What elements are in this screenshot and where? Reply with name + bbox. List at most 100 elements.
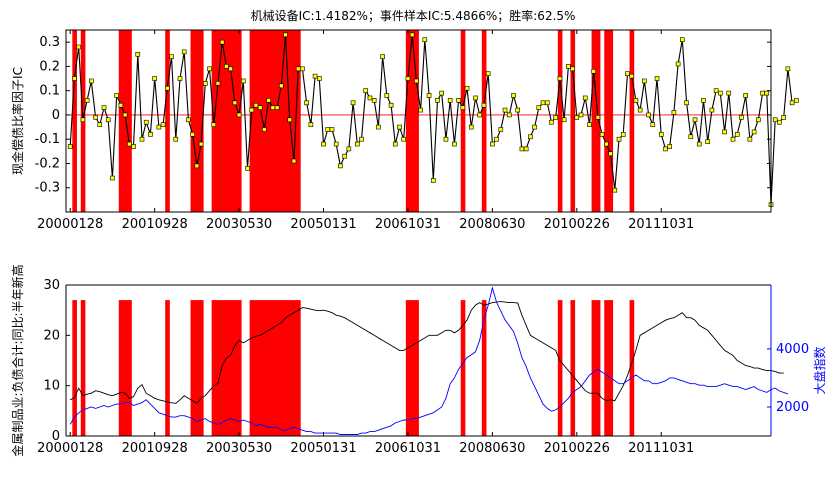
- ic-data-point: [156, 124, 162, 130]
- ic-event-bar: [224, 30, 229, 212]
- ic-data-point: [570, 66, 575, 72]
- ic-event-bar: [253, 30, 259, 212]
- ic-data-point: [680, 37, 685, 43]
- ic-data-point: [642, 78, 647, 84]
- ic-data-point: [506, 112, 512, 118]
- ic-data-point: [528, 134, 533, 140]
- ic-data-point: [93, 115, 98, 120]
- ic-data-point: [405, 76, 411, 81]
- ic-data-point: [477, 112, 483, 118]
- ic-data-point: [709, 107, 715, 113]
- ic-data-point: [671, 110, 677, 115]
- ic-x-tick-label: 20111031: [628, 217, 694, 232]
- indicator-event-bar: [253, 300, 259, 436]
- ic-data-point: [215, 81, 221, 86]
- ic-event-bar: [291, 30, 297, 212]
- ic-data-point: [553, 115, 559, 120]
- ic-data-point: [84, 98, 90, 103]
- ic-event-bar: [228, 30, 234, 212]
- ic-event-bar: [249, 30, 255, 212]
- ic-data-point: [376, 124, 381, 130]
- ic-data-point: [549, 119, 554, 125]
- ic-data-point: [114, 93, 119, 98]
- ic-data-point: [536, 105, 542, 110]
- ic-event-bar: [629, 30, 635, 212]
- ic-event-bar: [557, 30, 563, 212]
- indicator-event-bar: [570, 300, 576, 436]
- ic-data-point: [658, 132, 664, 137]
- ic-data-point: [447, 98, 453, 103]
- ic-y-tick-label: 0.1: [39, 84, 60, 99]
- indicator-event-bar: [604, 300, 609, 436]
- ic-data-point: [684, 100, 689, 106]
- ic-data-point: [418, 107, 423, 113]
- ic-data-point: [785, 66, 791, 72]
- ic-x-tick-label: 20100226: [544, 217, 610, 232]
- ic-data-point: [388, 102, 394, 108]
- ic-event-bar: [405, 30, 411, 212]
- ic-data-point: [359, 136, 364, 142]
- ic-event-bar: [194, 30, 200, 212]
- ic-data-point: [194, 163, 200, 169]
- ic-x-tick-label: 20010928: [122, 217, 188, 232]
- ic-x-tick-label: 20061031: [375, 217, 441, 232]
- ic-event-bar: [198, 30, 204, 212]
- ic-data-point: [110, 175, 115, 181]
- indicator-x-tick-label: 20010928: [122, 441, 188, 456]
- ic-data-point: [612, 187, 618, 193]
- ic-event-bar: [595, 30, 601, 212]
- ic-data-point: [481, 102, 487, 108]
- ic-data-point: [705, 139, 710, 144]
- ic-data-point: [426, 93, 432, 98]
- ic-data-point: [756, 117, 761, 123]
- ic-data-point: [515, 107, 521, 113]
- ic-data-point: [67, 144, 73, 149]
- ic-data-point: [97, 122, 103, 127]
- indicator-event-bar: [211, 300, 217, 436]
- ic-data-point: [544, 100, 550, 106]
- ic-event-bar: [262, 30, 267, 212]
- indicator-event-bar: [595, 300, 601, 436]
- ic-data-point: [722, 129, 727, 135]
- ic-event-bar: [127, 30, 132, 212]
- indicator-event-bar: [228, 300, 234, 436]
- ic-data-point: [620, 132, 626, 137]
- ic-data-point: [143, 119, 149, 125]
- indicator-event-bar: [460, 300, 466, 436]
- ic-data-point: [152, 76, 157, 81]
- ic-data-point: [439, 90, 445, 96]
- ic-data-point: [363, 88, 369, 93]
- ic-data-point: [203, 81, 208, 86]
- ic-data-point: [747, 136, 753, 142]
- ic-x-tick-label: 20080630: [459, 217, 525, 232]
- ic-data-point: [422, 37, 428, 43]
- ic-data-point: [219, 39, 225, 45]
- ic-data-point: [346, 146, 352, 152]
- ic-data-point: [460, 105, 466, 110]
- ic-data-point: [367, 95, 373, 101]
- ic-data-point: [325, 127, 331, 132]
- ic-data-point: [591, 68, 596, 74]
- ic-data-point: [566, 64, 571, 69]
- indicator-event-bar: [283, 300, 289, 436]
- ic-data-point: [72, 76, 77, 81]
- ic-data-point: [342, 153, 347, 159]
- indicator-event-bar: [165, 300, 170, 436]
- ic-data-point: [392, 141, 398, 147]
- ic-event-bar: [570, 30, 576, 212]
- ic-data-point: [228, 66, 233, 72]
- ic-event-bar: [270, 30, 276, 212]
- ic-data-point: [751, 129, 757, 135]
- indicator-event-bar: [72, 300, 77, 436]
- ic-data-point: [523, 146, 529, 152]
- market-index-y-axis-label: 大盘指数: [812, 346, 827, 394]
- market-index-series-line: [69, 286, 789, 435]
- ic-data-point: [131, 144, 136, 149]
- ic-event-bar: [604, 30, 609, 212]
- ic-data-point: [122, 112, 128, 118]
- ic-data-point: [599, 132, 605, 137]
- ic-event-bar: [122, 30, 128, 212]
- ic-data-point: [291, 158, 297, 164]
- ic-data-point: [232, 100, 238, 106]
- ic-data-point: [338, 163, 343, 169]
